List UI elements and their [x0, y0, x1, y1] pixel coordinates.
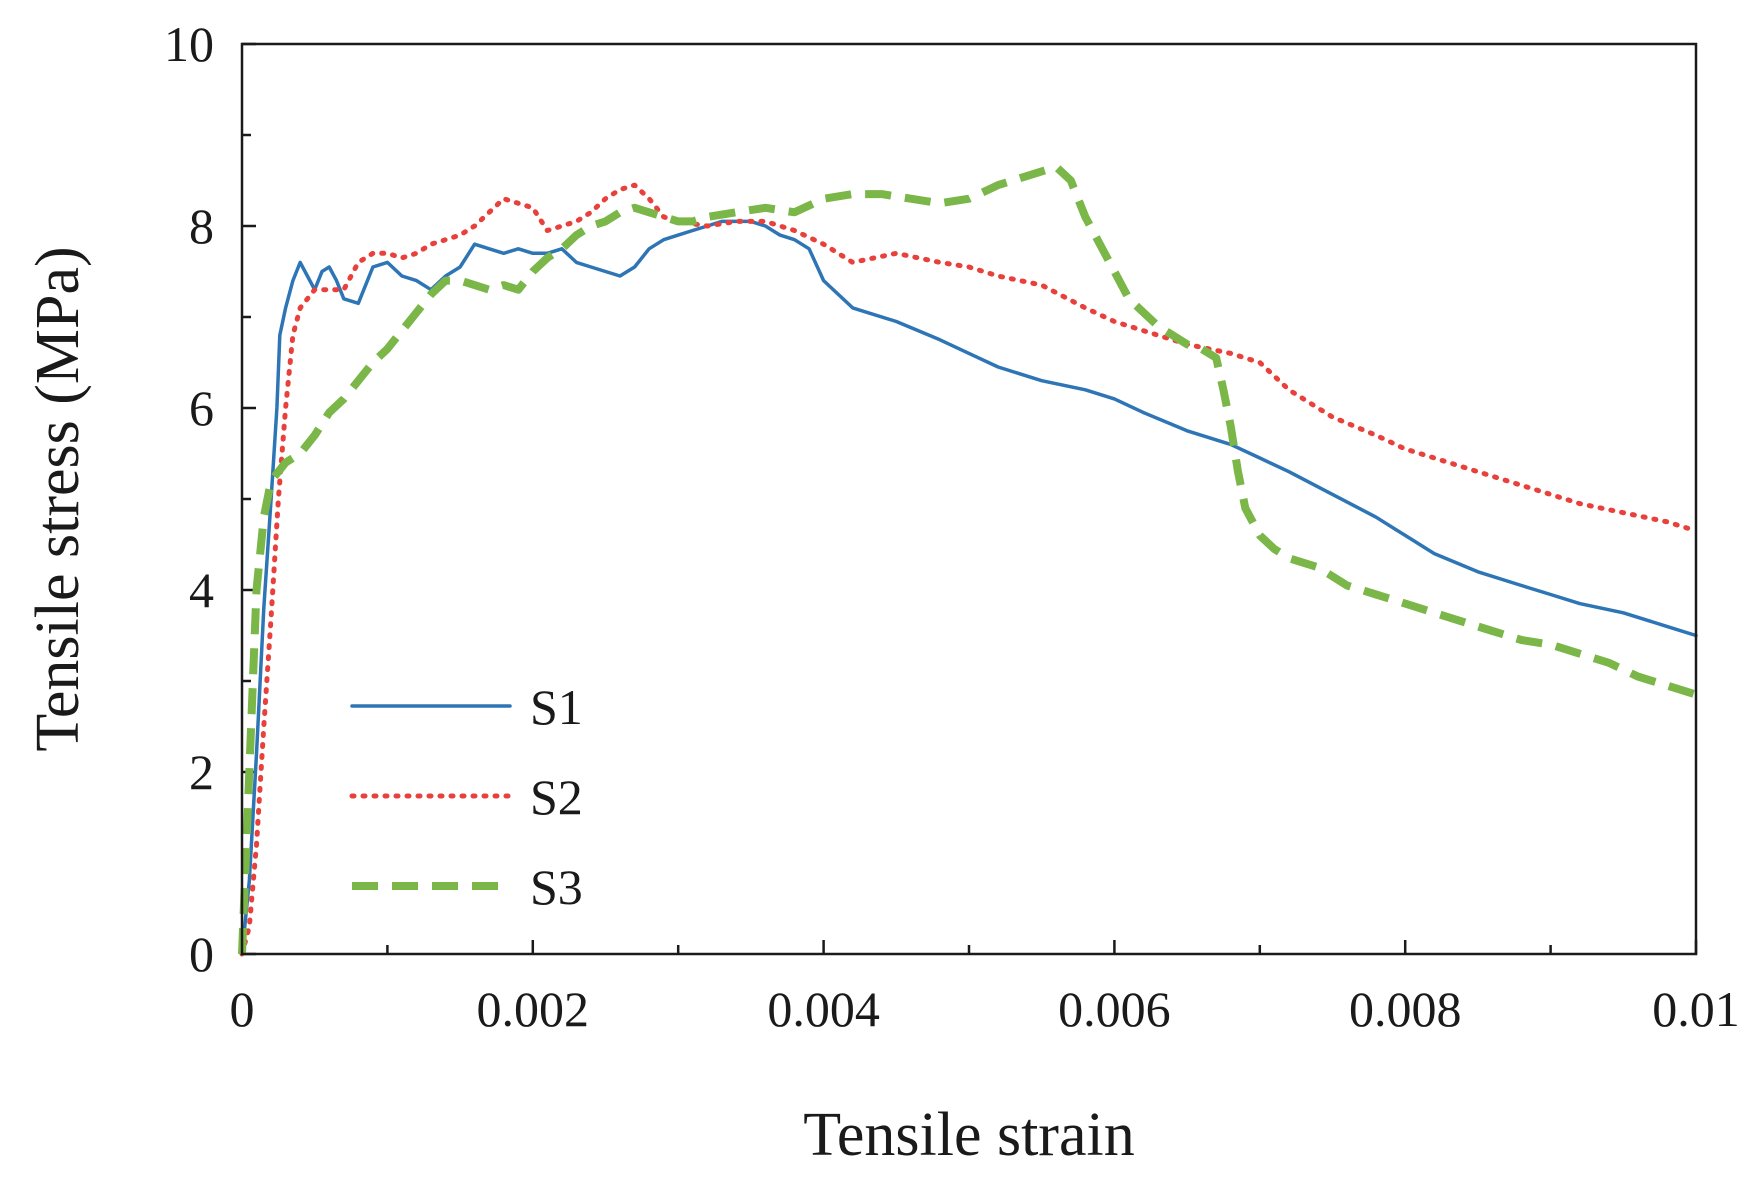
x-tick-label: 0.008: [1349, 981, 1462, 1037]
legend-label-s1: S1: [530, 679, 583, 735]
x-tick-label: 0: [230, 981, 255, 1037]
axis-ticks: [240, 42, 1698, 956]
y-axis-title: Tensile stress (MPa): [24, 246, 92, 751]
x-tick-label: 0.01: [1652, 981, 1740, 1037]
legend-label-s3: S3: [530, 859, 583, 915]
plot-frame: [240, 42, 1698, 956]
y-tick-label: 0: [189, 926, 214, 982]
x-tick-label: 0.002: [477, 981, 590, 1037]
y-tick-label: 6: [189, 380, 214, 436]
legend-label-s2: S2: [530, 769, 583, 825]
x-tick-label: 0.004: [767, 981, 880, 1037]
y-tick-label: 10: [164, 16, 214, 72]
y-tick-label: 8: [189, 198, 214, 254]
x-tick-label: 0.006: [1058, 981, 1171, 1037]
legend: S1 S2 S3: [349, 679, 583, 915]
series-line-s3: [238, 162, 1698, 955]
x-axis-title: Tensile strain: [803, 1101, 1134, 1169]
y-tick-label: 2: [189, 744, 214, 800]
plot-series: [238, 162, 1699, 957]
series-line-s1: [240, 219, 1698, 956]
tick-labels: 0 0.002 0.004 0.006 0.008 0.01 0 2 4 6 8 10: [164, 16, 1740, 1037]
y-tick-label: 4: [189, 562, 214, 618]
series-line-s2: [239, 182, 1699, 957]
